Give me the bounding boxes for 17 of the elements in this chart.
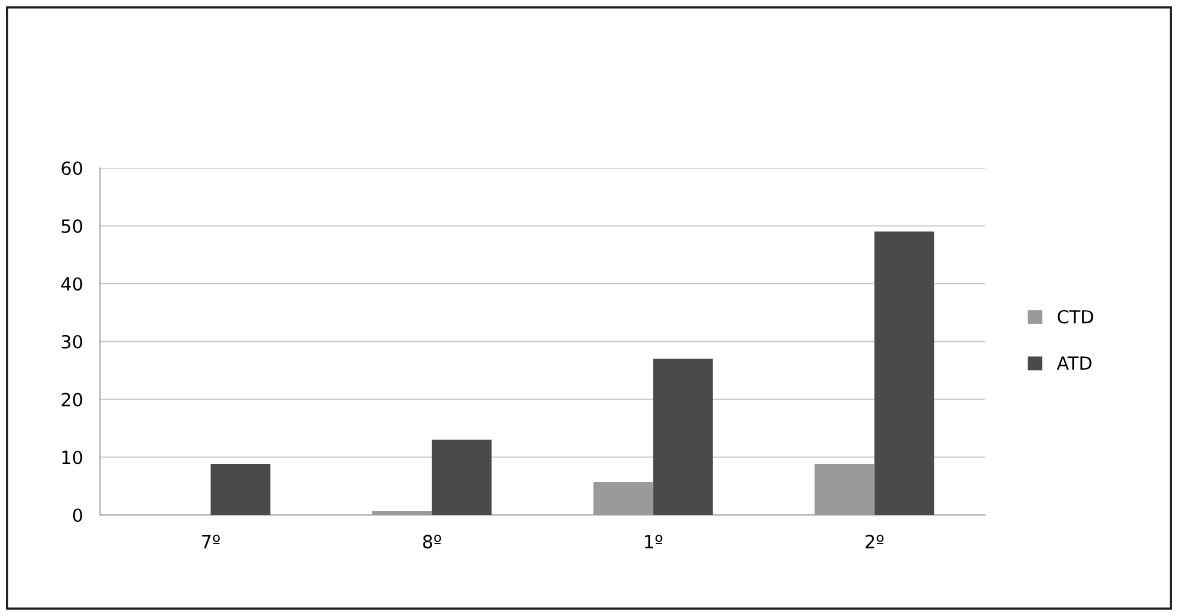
y-tick-label: 20 — [61, 392, 83, 407]
x-tick-label: 1º — [645, 534, 663, 549]
x-tick-label: 2º — [865, 534, 884, 549]
y-tick-label: 40 — [61, 277, 83, 291]
bar — [431, 439, 492, 515]
y-tick-label: 30 — [61, 334, 83, 349]
legend-label: ATD — [1056, 356, 1092, 370]
bar — [874, 231, 935, 515]
y-tick-label: 0 — [73, 508, 83, 523]
y-tick-label: 50 — [61, 219, 83, 233]
bar — [653, 358, 713, 515]
y-tick-label: 60 — [61, 161, 83, 176]
x-tick-label: 7º — [202, 534, 220, 549]
y-tick-label: 10 — [62, 450, 83, 465]
bar — [210, 464, 271, 515]
x-tick-label: 8º — [423, 534, 442, 549]
legend-label: CTD — [1057, 309, 1094, 324]
